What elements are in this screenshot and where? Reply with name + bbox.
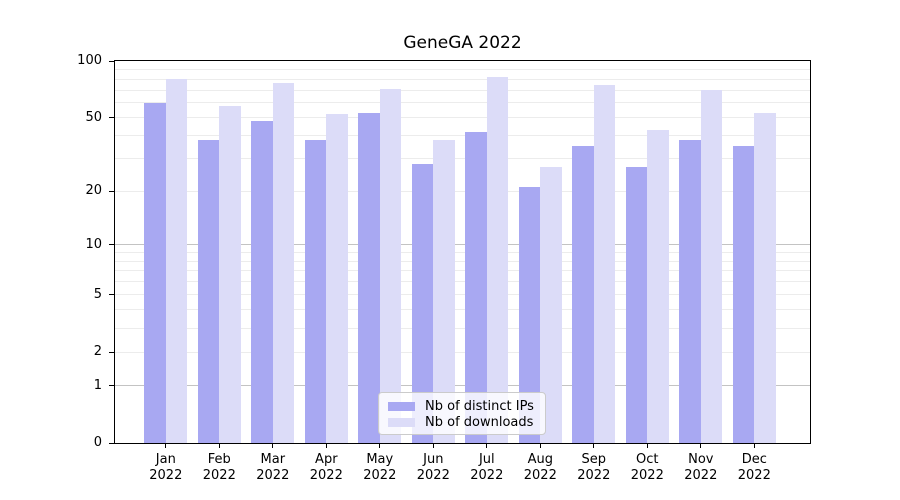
gridline: [115, 351, 810, 353]
bar-downloads: [165, 79, 188, 443]
x-tick-mark: [646, 443, 648, 448]
x-tick-label: Mar 2022: [256, 452, 290, 483]
y-tick-mark: [109, 294, 115, 296]
x-tick-label: Jun 2022: [416, 452, 450, 483]
x-tick-label: Sep 2022: [577, 452, 611, 483]
x-tick-mark: [486, 443, 488, 448]
gridline: [115, 251, 810, 253]
x-tick-label: May 2022: [363, 452, 397, 483]
x-tick-label: Jul 2022: [470, 452, 504, 483]
bar-distinct-ips: [518, 187, 541, 443]
bar-distinct-ips: [304, 139, 327, 443]
y-tick-mark: [109, 60, 115, 62]
plot-area: [114, 60, 811, 444]
bar-distinct-ips: [572, 146, 594, 443]
bar-distinct-ips: [251, 120, 273, 443]
x-tick-mark: [593, 443, 595, 448]
bar-distinct-ips: [465, 131, 487, 443]
bar-distinct-ips: [411, 164, 434, 443]
x-tick-label: Jan 2022: [149, 452, 183, 483]
x-tick-label: Feb 2022: [202, 452, 236, 483]
bar-downloads: [486, 77, 509, 443]
x-tick-mark: [218, 443, 220, 448]
legend-swatch-distinct-ips: [388, 401, 415, 411]
x-tick-mark: [539, 443, 541, 448]
bar-downloads: [379, 89, 402, 443]
y-tick-mark: [109, 385, 115, 387]
chart-title: GeneGA 2022: [403, 33, 522, 53]
x-tick-label: Oct 2022: [630, 452, 664, 483]
y-tick-mark: [109, 244, 115, 246]
x-tick-label: Aug 2022: [523, 452, 557, 483]
x-tick-mark: [165, 443, 167, 448]
x-tick-mark: [325, 443, 327, 448]
gridline: [115, 117, 810, 119]
gridline: [115, 190, 810, 192]
bar-distinct-ips: [197, 139, 220, 443]
legend: Nb of distinct IPs Nb of downloads: [378, 392, 546, 435]
gridline: [115, 244, 810, 246]
bar-downloads: [540, 167, 562, 443]
y-tick-label: 50: [85, 109, 102, 125]
legend-row-downloads: Nb of downloads: [388, 414, 536, 430]
gridline: [115, 294, 810, 296]
x-tick-mark: [753, 443, 755, 448]
gridline: [115, 270, 810, 272]
y-tick-label: 10: [85, 236, 102, 252]
bar-downloads: [700, 90, 723, 443]
x-tick-label: Dec 2022: [737, 452, 771, 483]
gridline: [115, 158, 810, 160]
gridline: [115, 69, 810, 71]
y-tick-label: 1: [93, 377, 102, 393]
bar-downloads: [593, 84, 616, 443]
gridline: [115, 135, 810, 137]
gridline: [115, 385, 810, 387]
bar-distinct-ips: [679, 139, 701, 443]
x-tick-label: Apr 2022: [309, 452, 343, 483]
bar-downloads: [272, 83, 295, 443]
gridline: [115, 102, 810, 104]
gridline: [115, 260, 810, 262]
x-tick-mark: [272, 443, 274, 448]
x-tick-mark: [700, 443, 702, 448]
x-tick-label: Nov 2022: [684, 452, 718, 483]
legend-swatch-downloads: [388, 417, 415, 427]
bar-distinct-ips: [625, 167, 648, 443]
bar-distinct-ips: [144, 102, 166, 443]
y-tick-label: 0: [93, 435, 102, 450]
legend-row-distinct-ips: Nb of distinct IPs: [388, 398, 536, 414]
bar-downloads: [647, 129, 669, 443]
y-tick-label: 100: [77, 53, 102, 68]
y-tick-label: 20: [85, 183, 102, 198]
y-tick-label: 5: [93, 286, 102, 302]
bar-downloads: [326, 114, 348, 443]
y-tick-label: 2: [93, 344, 102, 360]
bar-downloads: [219, 105, 241, 443]
gridline: [115, 309, 810, 311]
gridline: [115, 89, 810, 91]
bar-downloads: [433, 139, 455, 443]
y-tick-mark: [109, 117, 115, 119]
y-tick-mark: [109, 351, 115, 353]
x-tick-mark: [379, 443, 381, 448]
gridline: [115, 281, 810, 283]
gridline: [115, 78, 810, 80]
y-tick-mark: [109, 442, 115, 444]
bar-distinct-ips: [358, 112, 380, 443]
legend-label-downloads: Nb of downloads: [425, 414, 534, 430]
x-tick-mark: [432, 443, 434, 448]
gridline: [115, 327, 810, 329]
legend-label-distinct-ips: Nb of distinct IPs: [425, 398, 534, 414]
bar-downloads: [754, 112, 776, 443]
y-tick-mark: [109, 190, 115, 192]
bar-distinct-ips: [732, 146, 755, 443]
